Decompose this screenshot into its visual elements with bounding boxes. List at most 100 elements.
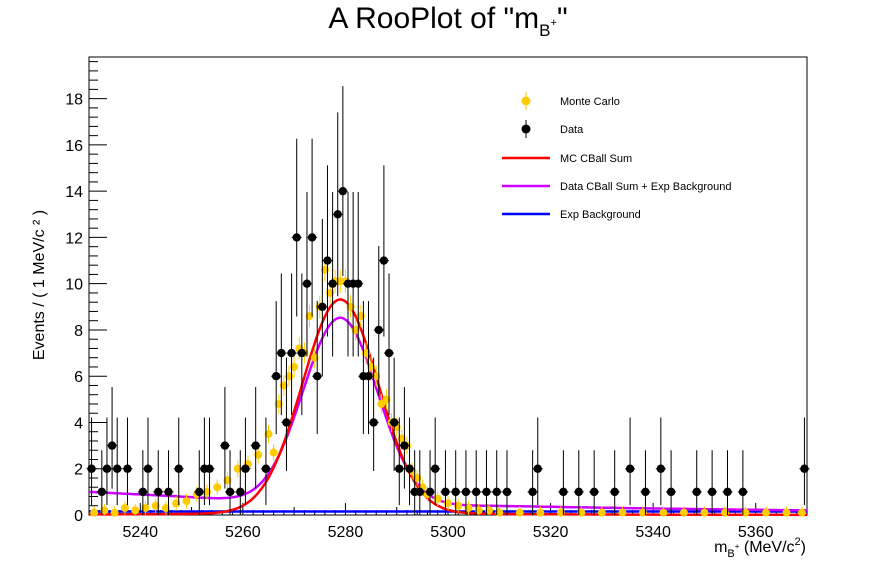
data-point [287,348,296,358]
x-axis-label: mB+ (MeV/c2) [714,536,806,560]
data-point [625,464,635,473]
mc-point [797,508,806,517]
y-tick-label: 8 [74,323,83,340]
mc-point [233,464,242,473]
mc-point [361,349,370,358]
mc-point [515,508,524,517]
mc-point [372,372,381,381]
curves [88,298,808,517]
mc-point [254,450,263,459]
mc-point [90,508,99,517]
x-tick-label: 5280 [328,524,364,541]
data-point [354,279,363,288]
data-point [461,487,471,497]
chart-title-subscript: B [539,21,551,40]
y-tick-label: 0 [74,508,83,525]
mc-point [290,362,299,371]
chart-title-superscript: + [550,17,557,29]
chart-title-prefix: A RooPlot of "m [328,2,540,35]
data-point [482,487,491,497]
mc-point [213,483,222,492]
y-tick-label: 4 [74,415,83,432]
mc-point [274,399,283,408]
x-tick-label: 5300 [430,524,466,541]
data-point [528,487,537,497]
data-point [302,279,312,288]
y-tick-label: 12 [65,230,83,247]
y-tick-label: 2 [74,462,83,479]
data-point [441,487,450,497]
x-tick-label: 5340 [635,524,671,541]
data-point [164,487,173,497]
data-point [318,302,327,312]
mc-point [182,497,191,506]
legend-entry-label: Data CBall Sum + Exp Background [560,181,732,193]
y-tick-label: 10 [65,277,83,294]
data-point [707,487,717,497]
data-point [379,256,389,265]
y-tick-label: 16 [65,138,83,155]
legend: Monte Carlo Data MC CBall Sum Data CBall Su… [502,92,732,221]
data-point [610,487,619,497]
data-point [87,464,96,473]
data-point [574,487,583,497]
data-point [430,464,440,473]
mc-point [305,312,314,321]
data-point [225,487,235,497]
mc-point [659,508,668,517]
mc-point [761,508,770,517]
chart-title-suffix: " [556,2,568,35]
data-point [307,233,317,242]
data-point [277,348,286,358]
data-point [338,186,348,196]
mc-point [346,302,355,311]
data-point [395,464,404,473]
mc-point [161,504,170,513]
data-point [107,441,117,450]
legend-entry-label: Monte Carlo [560,96,620,108]
data-point [374,325,383,335]
mc-point [320,265,329,274]
data-point [738,487,748,497]
mc-point [310,353,319,362]
mc-point [382,395,391,404]
data-point [323,256,332,265]
mc-point [151,501,160,510]
data-point [174,464,183,473]
mc-point [356,312,365,321]
data-point [364,372,373,381]
mc-points [90,258,806,517]
mc-point [413,473,422,482]
data-point [205,464,214,473]
mc-point [100,506,109,515]
data-point [220,441,230,450]
mc-point [285,372,294,381]
mc-point [556,508,565,517]
y-tick-label: 18 [65,92,83,109]
mc-point [618,508,627,517]
x-tick-label: 5320 [533,524,569,541]
data-point [425,487,435,497]
data-point [369,418,378,427]
y-axis-label: Events / ( 1 MeV/c ² ) [31,210,48,360]
mc-point [120,504,129,513]
data-point [143,464,153,473]
legend-entry-label: Data [560,124,584,136]
mc-point [444,499,452,508]
mc-point [454,501,463,510]
legend-marker [521,124,531,134]
mc-point [679,508,688,517]
x-tick-label: 5240 [122,524,158,541]
mc-point [141,504,150,513]
data-point [241,464,250,473]
legend-entry-label: MC CBall Sum [560,153,632,165]
mc-point [597,508,606,517]
data-point [236,487,245,497]
data-point [723,487,732,497]
data-point [113,464,122,473]
data-point [333,210,342,219]
mc-point [279,381,288,390]
mc-point [741,508,750,517]
mc-point [264,430,273,439]
